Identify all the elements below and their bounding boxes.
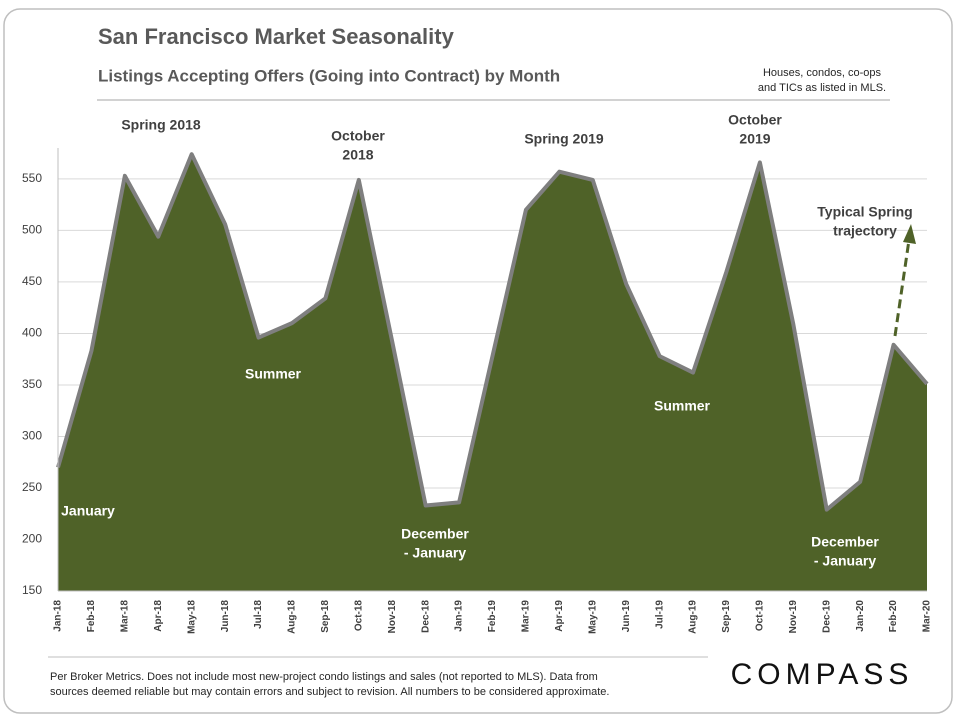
annotation: Spring 2019 (524, 131, 604, 147)
x-tick-label: May-19 (587, 600, 598, 634)
x-tick-label: Dec-19 (821, 600, 832, 633)
y-tick-label: 150 (22, 583, 42, 597)
annotation: Typical Spring (817, 204, 912, 220)
x-tick-label: Jan-19 (454, 600, 465, 632)
annotation: December (811, 534, 879, 550)
annotation: Spring 2018 (121, 117, 201, 133)
x-tick-label: Nov-19 (788, 600, 799, 634)
note: Houses, condos, co-ops (763, 67, 882, 79)
y-tick-label: 450 (22, 274, 42, 288)
y-tick-label: 200 (22, 532, 42, 546)
y-tick-label: 300 (22, 429, 42, 443)
y-tick-label: 400 (22, 326, 42, 340)
plot-area: 150 200 250 300 350 400 450 500 550 Jan-18 Feb-18 M… (22, 148, 933, 634)
x-tick-label: Aug-18 (287, 600, 298, 634)
x-tick-label: May-18 (186, 600, 197, 634)
y-tick-label: 500 (22, 223, 42, 237)
x-tick-label: Nov-18 (387, 600, 398, 634)
annotation: - January (814, 553, 876, 569)
annotation: October (728, 112, 782, 128)
annotation: Summer (245, 366, 302, 382)
arrow-shaft (893, 239, 911, 337)
x-tick-label: Jul-19 (654, 600, 665, 629)
area (58, 154, 927, 591)
annotation: trajectory (833, 223, 897, 239)
annotation: 2019 (739, 131, 770, 147)
y-tick-label: 350 (22, 377, 42, 391)
x-tick-label: Jan-18 (53, 600, 64, 632)
annotation: Summer (654, 398, 711, 414)
footer: sources deemed reliable but may contain … (50, 686, 609, 698)
x-tick-label: Jun-18 (220, 600, 231, 633)
x-tick-label: Feb-18 (86, 600, 97, 633)
x-tick-label: Apr-18 (153, 600, 164, 632)
x-tick-label: Apr-19 (554, 600, 565, 632)
x-tick-label: Jun-19 (621, 600, 632, 633)
x-tick-label: Sep-18 (320, 600, 331, 633)
arrow-head (903, 224, 916, 244)
x-tick-label: Feb-19 (487, 600, 498, 633)
x-tick-label: Feb-20 (888, 600, 899, 633)
annotation: October (331, 128, 385, 144)
annotation: - January (404, 545, 466, 561)
footer: Per Broker Metrics. Does not include mos… (50, 671, 598, 683)
annotation: 2018 (342, 147, 373, 163)
logo: COMPASS (731, 658, 914, 691)
x-tick-label: Dec-18 (420, 600, 431, 633)
chart-subtitle: Listings Accepting Offers (Going into Co… (98, 66, 560, 85)
x-tick-label: Jul-18 (253, 600, 264, 629)
x-tick-label: Oct-18 (353, 600, 364, 632)
x-tick-label: Sep-19 (721, 600, 732, 633)
area-line (56, 152, 929, 512)
annotation: January (61, 503, 115, 519)
x-tick-label: Aug-19 (688, 600, 699, 634)
y-tick-label: 250 (22, 480, 42, 494)
x-tick-label: Jan-20 (855, 600, 866, 632)
x-tick-label: Mar-18 (119, 600, 130, 633)
annotation: December (401, 526, 469, 542)
chart-title: San Francisco Market Seasonality (98, 24, 455, 49)
y-tick-label: 550 (22, 171, 42, 185)
x-tick-label: Mar-19 (521, 600, 532, 633)
x-tick-label: Mar-20 (922, 600, 933, 633)
note: and TICs as listed in MLS. (758, 82, 886, 94)
x-tick-label: Oct-19 (755, 600, 766, 632)
trend-arrow (893, 224, 916, 337)
